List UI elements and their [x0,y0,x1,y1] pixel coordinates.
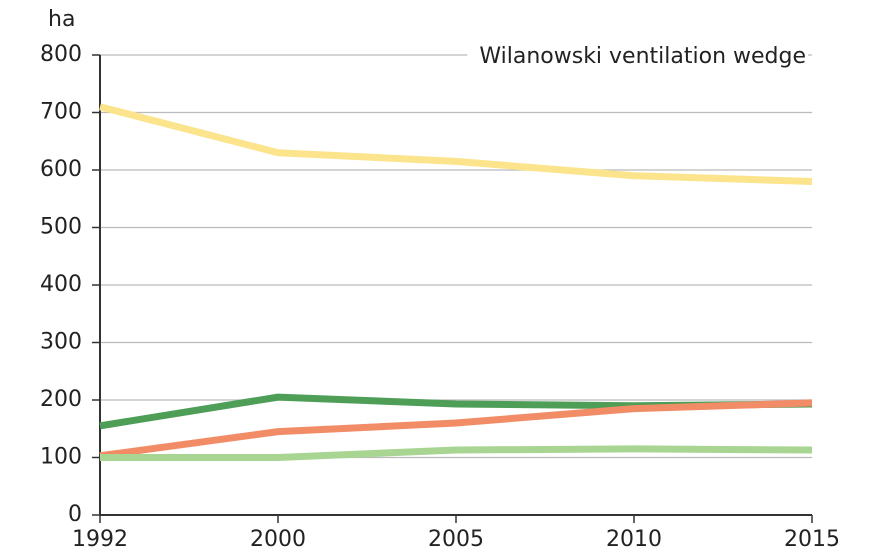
y-tick-label: 300 [40,330,82,355]
y-tick-label: 100 [40,445,82,470]
title-background [467,42,808,71]
y-tick-label: 0 [68,502,82,527]
x-tick-label: 1992 [72,527,128,552]
y-tick-label: 800 [40,42,82,67]
y-tick-label: 200 [40,387,82,412]
x-tick-label: 2015 [784,527,840,552]
series-line [99,103,813,185]
series-line [100,445,813,461]
x-tick-label: 2010 [606,527,662,552]
series-line [99,399,813,460]
y-tick-label: 600 [40,157,82,182]
x-tick-label: 2000 [250,527,306,552]
y-tick-label: 700 [40,100,82,125]
y-tick-label: 400 [40,272,82,297]
y-tick-label: 500 [40,215,82,240]
y-axis-label: ha [48,7,75,32]
chart-title: Wilanowski ventilation wedge [479,44,806,69]
x-tick-label: 2005 [428,527,484,552]
